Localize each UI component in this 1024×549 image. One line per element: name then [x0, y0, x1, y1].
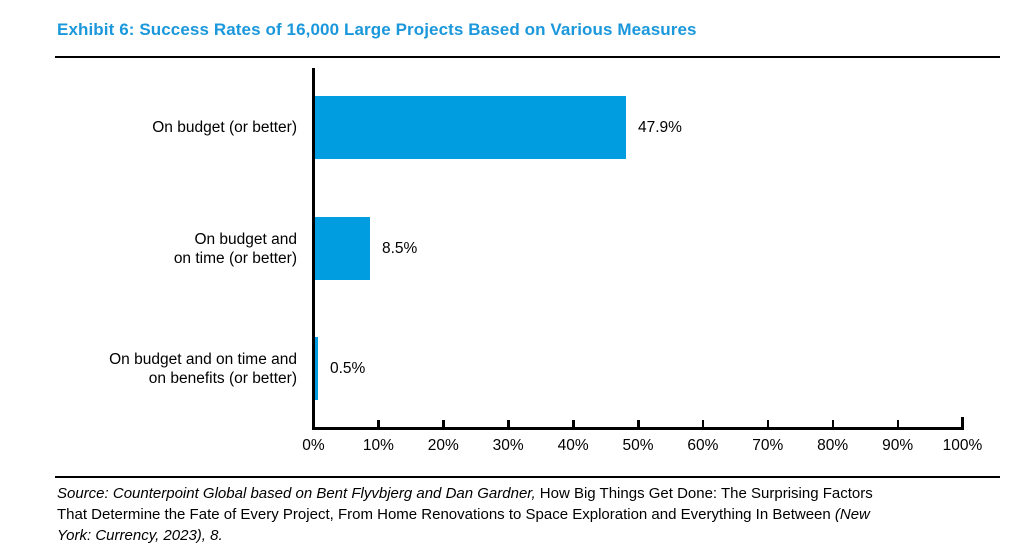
x-axis-line [312, 427, 964, 430]
bar-value-label: 47.9% [638, 119, 682, 136]
category-label: On budget and on time (or better) [0, 217, 297, 280]
source-text-italic: York: Currency, 2023), 8. [57, 527, 223, 544]
x-axis-tick [572, 420, 575, 427]
x-tick-label: 10% [362, 437, 394, 454]
x-tick-label: 20% [427, 437, 459, 454]
x-axis-tick [766, 420, 770, 427]
source-text-roman: That Determine the Fate of Every Project… [57, 506, 835, 523]
source-text-italic: Source: Counterpoint Global based on Ben… [57, 485, 536, 502]
x-axis-tick [507, 420, 510, 427]
x-axis-tick [701, 420, 705, 427]
x-axis-tick [442, 420, 445, 427]
x-tick-label: 60% [687, 437, 719, 454]
source-text-italic: (New [834, 506, 870, 523]
x-tick-label: 0% [302, 437, 325, 454]
x-tick-label: 70% [752, 437, 784, 454]
chart-bar [315, 337, 318, 400]
x-tick-label: 100% [942, 437, 983, 454]
chart-bar [315, 96, 626, 159]
x-tick-label: 30% [492, 437, 524, 454]
category-label-text: On budget and on time (or better) [173, 230, 297, 267]
x-tick-label: 50% [622, 437, 654, 454]
x-axis-tick [896, 420, 900, 427]
source-line: That Determine the Fate of Every Project… [57, 504, 1007, 525]
x-axis-tick [377, 420, 380, 427]
x-axis-end-tick [961, 417, 964, 427]
source-line: York: Currency, 2023), 8. [57, 525, 1007, 546]
y-axis-line [312, 68, 315, 430]
source-citation: Source: Counterpoint Global based on Ben… [57, 483, 1007, 546]
top-divider-rule [55, 56, 1000, 58]
source-line: Source: Counterpoint Global based on Ben… [57, 483, 1007, 504]
x-tick-label: 40% [557, 437, 589, 454]
category-label-text: On budget and on time and on benefits (or… [109, 350, 297, 387]
x-axis-tick [831, 420, 835, 427]
category-label: On budget (or better) [0, 96, 297, 159]
chart-bar [315, 217, 370, 280]
x-tick-label: 80% [817, 437, 849, 454]
bar-value-label: 8.5% [382, 240, 418, 257]
exhibit-title: Exhibit 6: Success Rates of 16,000 Large… [57, 20, 697, 39]
bottom-divider-rule [55, 476, 1000, 478]
x-tick-label: 90% [882, 437, 914, 454]
bar-chart: 47.9% On budget (or better) 8.5% On budget … [0, 68, 983, 454]
category-label-text: On budget (or better) [152, 119, 297, 136]
bar-value-label: 0.5% [330, 360, 366, 377]
category-label: On budget and on time and on benefits (or… [0, 337, 297, 400]
x-axis-tick [637, 420, 640, 427]
source-text-roman: How Big Things Get Done: The Surprising … [535, 485, 873, 502]
